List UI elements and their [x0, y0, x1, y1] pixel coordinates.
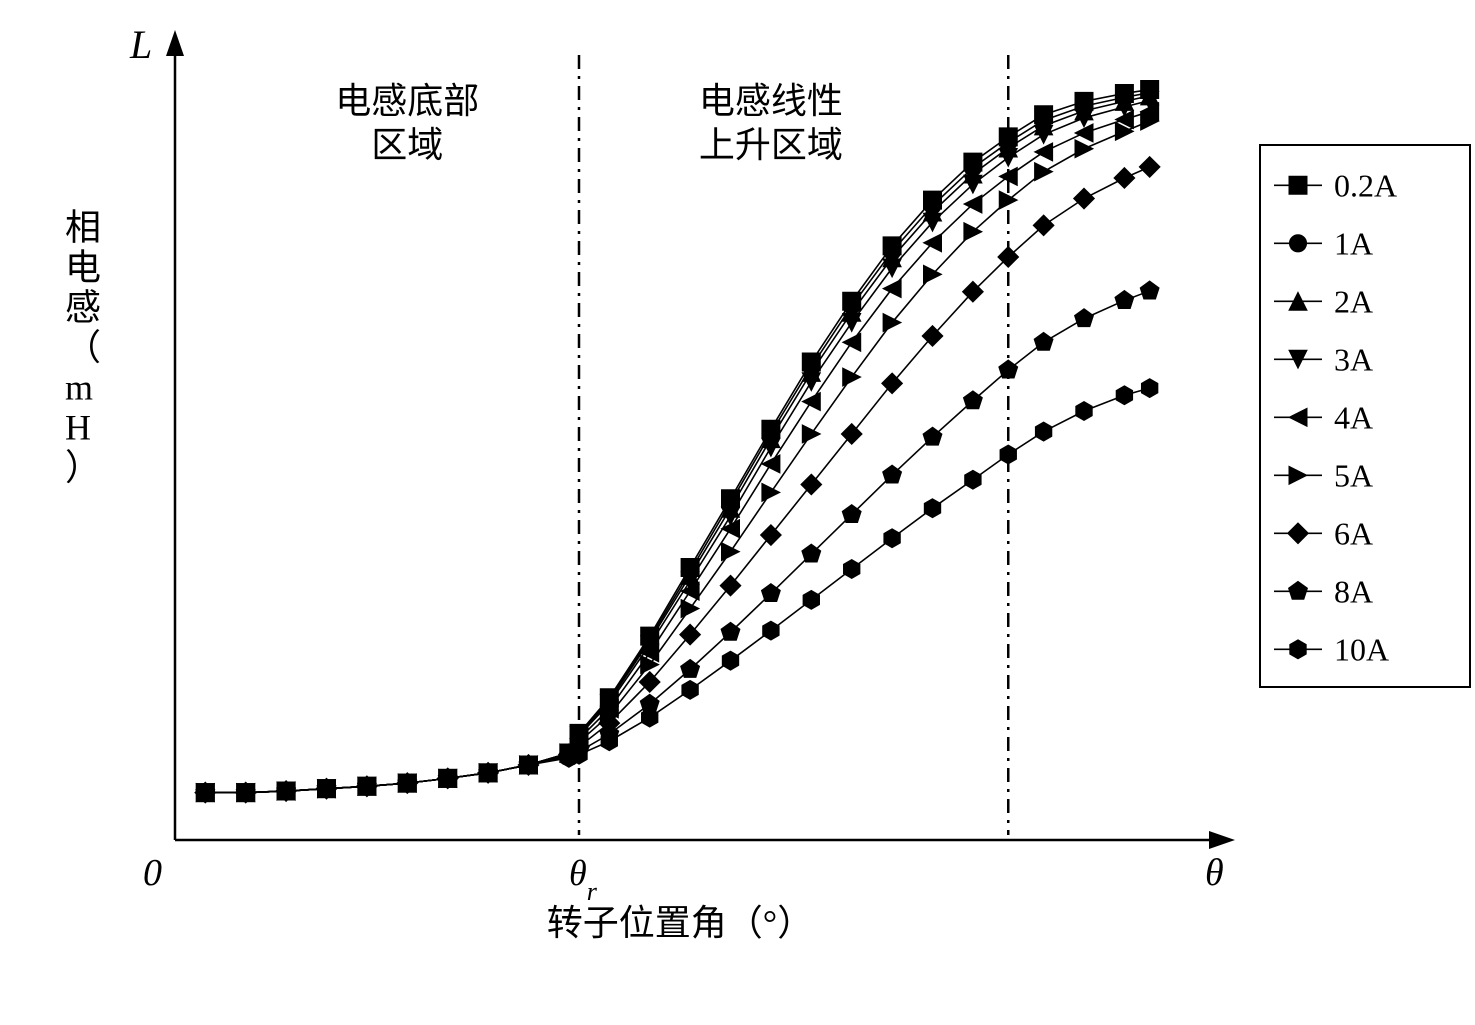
svg-text:电感底部: 电感底部	[335, 81, 479, 121]
annotation-1: 电感线性上升区域	[699, 81, 843, 165]
y-top-label: L	[129, 22, 152, 67]
svg-text:区域: 区域	[371, 125, 443, 165]
svg-text:上升区域: 上升区域	[699, 125, 843, 165]
series-1A	[197, 84, 1158, 801]
series-group	[195, 81, 1160, 803]
series-8A	[196, 281, 1159, 801]
legend-label-3: 3A	[1334, 341, 1373, 377]
legend: 0.2A 1A 2A 3A 4A 5A 6A 8A 10A	[1260, 145, 1470, 687]
origin-label: 0	[143, 852, 162, 894]
series-0.2A	[196, 81, 1158, 802]
series-2A	[196, 87, 1158, 802]
legend-label-5: 5A	[1334, 457, 1373, 493]
legend-label-0: 0.2A	[1334, 167, 1397, 203]
legend-label-8: 10A	[1334, 631, 1389, 667]
theta-r-label: θr	[569, 853, 598, 906]
chart-svg: L 0 θr θ 转子位置角（°） 相电感（mH） 电感底部区域 电感线性上升区域 0.2A 1A…	[20, 20, 1475, 1005]
legend-label-2: 2A	[1334, 283, 1373, 319]
y-axis-label: 相电感（mH）	[65, 208, 101, 488]
x-axis-label: 转子位置角（°）	[547, 903, 813, 943]
annotation-0: 电感底部区域	[335, 81, 479, 165]
legend-label-6: 6A	[1334, 515, 1373, 551]
chart-container: L 0 θr θ 转子位置角（°） 相电感（mH） 电感底部区域 电感线性上升区域 0.2A 1A…	[20, 20, 1475, 1005]
legend-label-4: 4A	[1334, 399, 1373, 435]
series-6A	[195, 157, 1160, 803]
svg-text:电感线性: 电感线性	[699, 81, 843, 121]
legend-label-7: 8A	[1334, 573, 1373, 609]
theta-label: θ	[1205, 852, 1224, 894]
legend-label-1: 1A	[1334, 225, 1373, 261]
